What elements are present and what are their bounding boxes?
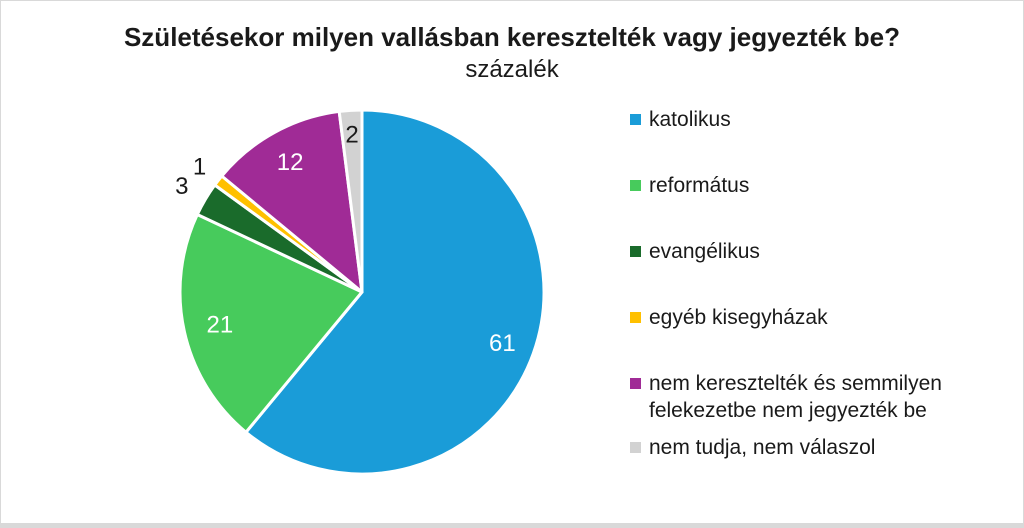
legend-label-egyeb-kisegyhazak: egyéb kisegyházak (649, 306, 828, 329)
pie-slice-reformatus (178, 213, 364, 434)
legend-item-katolikus: katolikus (630, 106, 731, 133)
pie-value-labels: 61 21 31 12 2 (175, 122, 516, 358)
legend-label-reformatus: református (649, 174, 750, 197)
legend-item-reformatus: református (630, 172, 749, 199)
legend-marker-nem-tudja (630, 442, 641, 453)
pie-label-nem-kereszteltek: 12 (277, 149, 304, 176)
legend-marker-katolikus (630, 114, 641, 125)
bottom-border-band (0, 523, 1024, 528)
legend-marker-evangelikus (630, 246, 641, 257)
pie-label-evangelikus: 3 (175, 173, 188, 200)
legend-label-nem-tudja: nem tudja, nem válaszol (649, 436, 876, 459)
pie-label-egyeb-kisegyhazak: 1 (193, 154, 206, 181)
pie-slices (178, 108, 546, 476)
legend-item-egyeb-kisegyhazak: egyéb kisegyházak (630, 304, 828, 331)
chart-subtitle: százalék (465, 56, 559, 83)
pie-label-reformatus: 21 (207, 311, 234, 338)
legend-label-katolikus: katolikus (649, 108, 731, 131)
legend-label-nem-kereszteltek: nem keresztelték és semmilyen felekezetb… (649, 372, 942, 422)
chart-header: Születésekor milyen vallásban keresztelt… (0, 20, 1024, 86)
pie-slice-nem-tudja (337, 108, 364, 294)
legend-marker-reformatus (630, 180, 641, 191)
legend: katolikus református evangélikus egyéb k… (630, 0, 1010, 528)
pie-slice-katolikus (244, 108, 546, 476)
pie-slice-nem-kereszteltek (220, 109, 364, 294)
legend-item-nem-tudja: nem tudja, nem válaszol (630, 434, 875, 461)
legend-label-evangelikus: evangélikus (649, 240, 760, 263)
legend-item-evangelikus: evangélikus (630, 238, 760, 265)
legend-marker-nem-kereszteltek (630, 378, 641, 389)
legend-marker-egyeb-kisegyhazak (630, 312, 641, 323)
chart-title: Születésekor milyen vallásban keresztelt… (123, 22, 901, 52)
pie-label-katolikus: 61 (489, 330, 516, 357)
pie-label-nem-tudja: 2 (345, 122, 358, 149)
legend-item-nem-kereszteltek: nem keresztelték és semmilyen felekezetb… (630, 370, 989, 424)
